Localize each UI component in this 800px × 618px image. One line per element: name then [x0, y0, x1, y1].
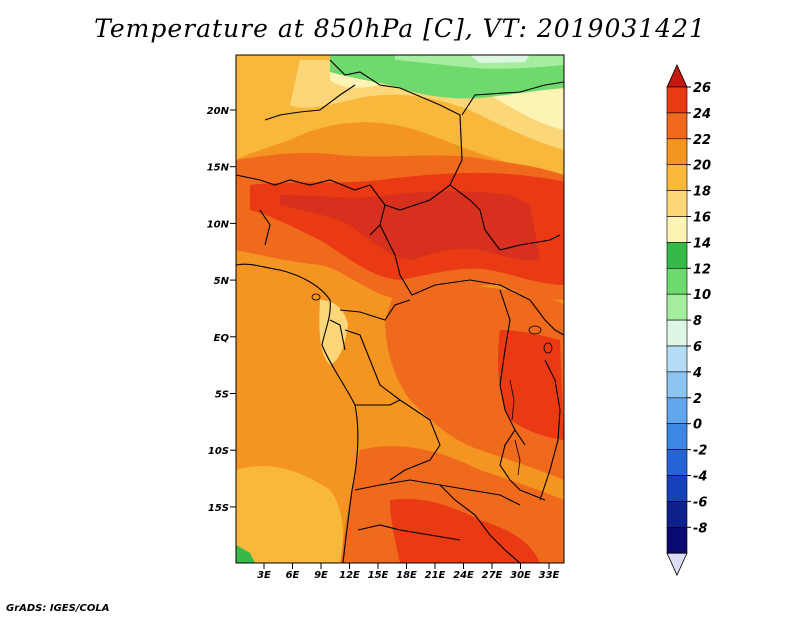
- colorbar-label: 10: [693, 288, 711, 303]
- chart-title: Temperature at 850hPa [C], VT: 201903142…: [94, 14, 706, 43]
- colorbar-label: 20: [693, 159, 711, 174]
- latitude-labels: 20N 15N 10N 5N EQ 5S 10S 15S: [207, 106, 236, 514]
- colorbar-label: -8: [693, 521, 707, 536]
- colorbar-swatch: [666, 423, 688, 450]
- colorbar-swatch: [666, 501, 688, 528]
- country-borders: [236, 59, 564, 563]
- colorbar-swatch: [666, 345, 688, 373]
- lat-label: 10S: [208, 446, 229, 457]
- lon-label: 15E: [368, 570, 389, 581]
- colorbar-label: -2: [693, 444, 707, 459]
- colorbar-label: 16: [693, 211, 711, 226]
- colorbar-swatch: [666, 216, 688, 243]
- colorbar-label: 24: [693, 107, 711, 122]
- colorbar-swatch: [666, 190, 688, 217]
- map-frame: [235, 54, 565, 564]
- lat-label: 20N: [207, 106, 230, 117]
- lon-label: 6E: [286, 570, 300, 581]
- lon-label: 12E: [339, 570, 360, 581]
- colorbar-top-arrow: [666, 64, 688, 88]
- lat-label: 10N: [207, 219, 230, 230]
- colorbar-swatch: [666, 371, 688, 399]
- colorbar-label: 14: [693, 236, 711, 251]
- lon-label: 21E: [425, 570, 446, 581]
- colorbar-swatch: [666, 449, 688, 476]
- lat-label: 15S: [208, 503, 229, 514]
- colorbar-label: 6: [693, 340, 702, 355]
- colorbar-bottom-arrow: [666, 552, 688, 577]
- lat-label: 5N: [214, 276, 230, 287]
- colorbar-swatch: [666, 242, 688, 269]
- colorbar-label: 2: [693, 392, 702, 407]
- colorbar-swatch: [666, 267, 688, 295]
- colorbar-swatch: [666, 164, 688, 191]
- colorbar-swatch: [666, 526, 688, 554]
- lon-label: 24E: [453, 570, 474, 581]
- colorbar-swatch: [666, 112, 688, 140]
- lon-label: 9E: [314, 570, 328, 581]
- lon-label: 33E: [539, 570, 560, 581]
- lon-label: 27E: [482, 570, 503, 581]
- colorbar-label: 8: [693, 314, 702, 329]
- lat-label: 5S: [215, 390, 229, 401]
- colorbar-label: 22: [693, 133, 711, 148]
- colorbar-label: 18: [693, 185, 711, 200]
- colorbar-label: 4: [692, 366, 702, 381]
- colorbar-label: -4: [693, 470, 707, 485]
- colorbar-swatch: [666, 475, 688, 502]
- colorbar-label: 12: [693, 262, 711, 277]
- colorbar-swatch: [666, 319, 688, 347]
- longitude-labels: 3E 6E 9E 12E 15E 18E 21E 24E 27E 30E 33E: [257, 563, 560, 581]
- colorbar-swatch: [666, 138, 688, 166]
- colorbar-label: -6: [693, 495, 707, 510]
- lakes: [311, 293, 553, 476]
- lon-label: 18E: [396, 570, 417, 581]
- colorbar-label: 0: [693, 418, 702, 433]
- lon-label: 30E: [510, 570, 531, 581]
- colorbar-swatch: [666, 397, 688, 424]
- lat-label: EQ: [214, 333, 230, 344]
- lat-label: 15N: [207, 163, 230, 174]
- footer-credit: GrADS: IGES/COLA: [6, 603, 110, 614]
- colorbar-swatch: [666, 293, 688, 321]
- lon-label: 3E: [257, 570, 271, 581]
- colorbar-swatch: [666, 86, 688, 114]
- temperature-field: [236, 55, 564, 563]
- colorbar-label: 26: [693, 81, 711, 96]
